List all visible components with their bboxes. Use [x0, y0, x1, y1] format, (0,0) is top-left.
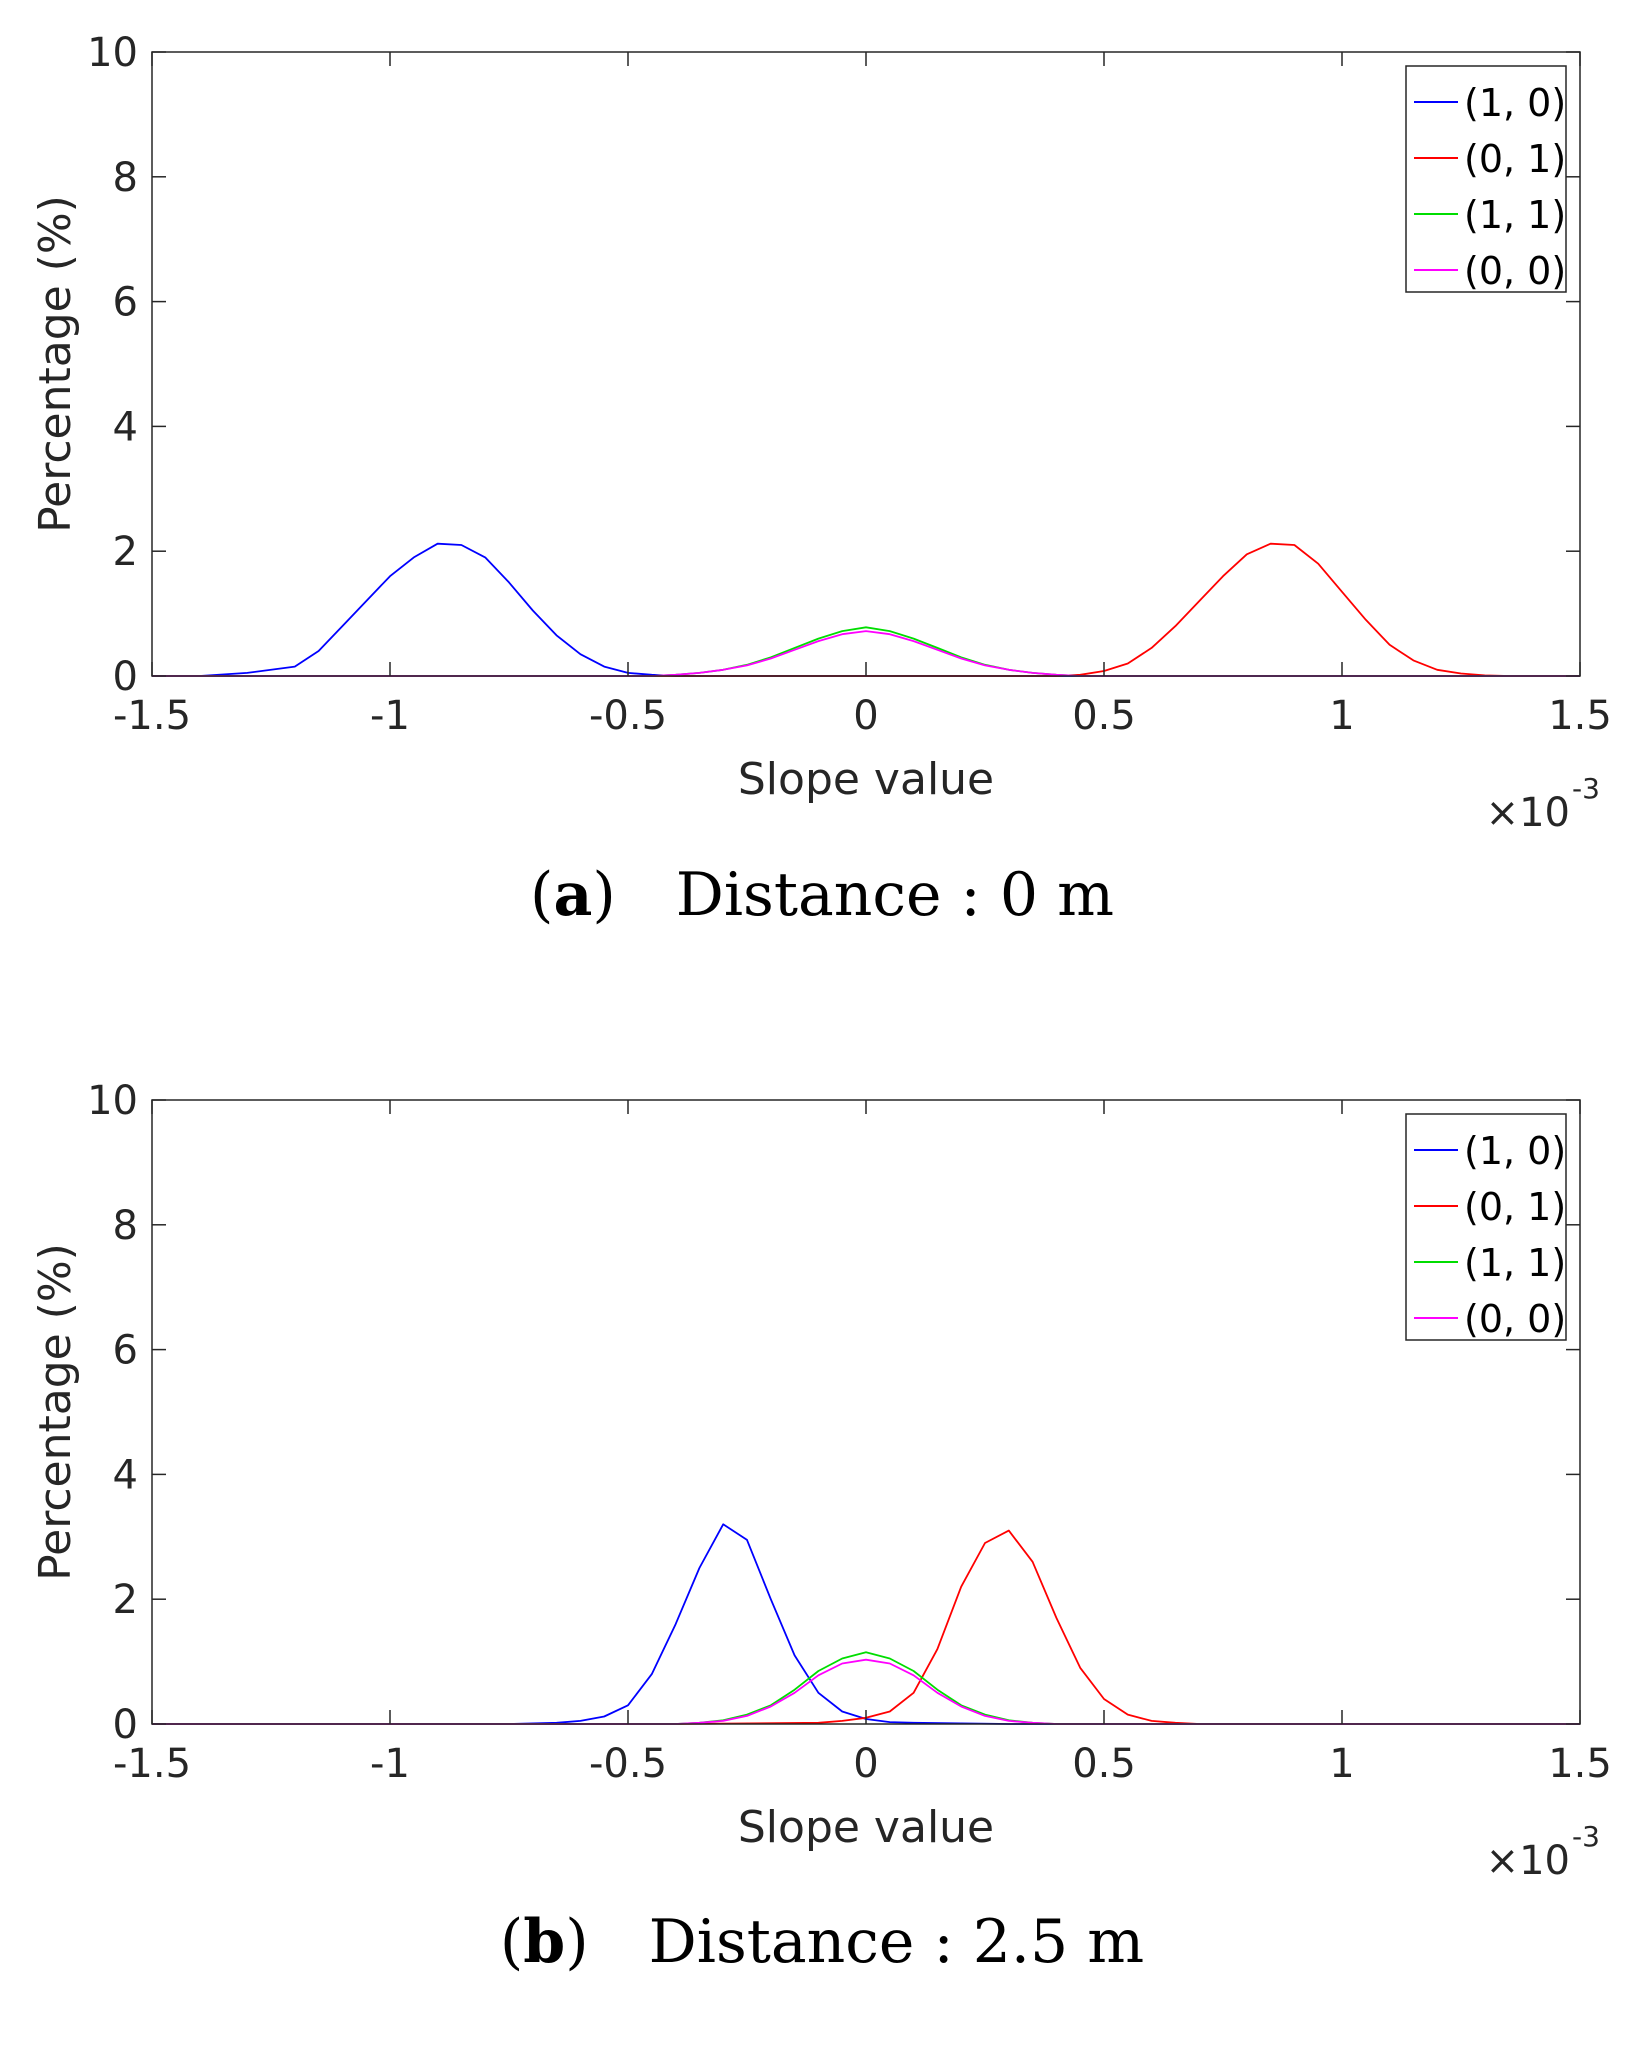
y-tick-label: 6: [113, 280, 138, 326]
x-multiplier-exponent: -3: [1572, 772, 1600, 805]
caption-label-b: (b): [499, 1907, 589, 1977]
y-tick-label: 8: [113, 155, 138, 201]
x-tick-label: -1: [370, 1741, 410, 1787]
x-tick-label: 1.5: [1548, 1741, 1612, 1787]
x-tick-label: -1: [370, 693, 410, 739]
axes-frame: [151, 1099, 1581, 1725]
caption-label-a: (a): [530, 860, 616, 930]
legend-label: (0, 1): [1464, 137, 1566, 181]
legend-label: (1, 0): [1464, 1129, 1566, 1173]
legend-label: (0, 0): [1464, 1297, 1566, 1341]
x-tick-label: -0.5: [589, 693, 667, 739]
caption-b: (b) Distance : 2.5 m: [0, 1907, 1644, 1977]
x-tick-label: 1.5: [1548, 693, 1612, 739]
x-axis-label: Slope value: [738, 1802, 994, 1853]
series-line-1: [152, 542, 1580, 677]
y-axis-label: Percentage (%): [30, 195, 81, 533]
x-tick-label: 1: [1329, 693, 1354, 739]
x-tick-label: -1.5: [113, 1741, 191, 1787]
series-line-1: [152, 1529, 1580, 1725]
x-multiplier: ×10: [1486, 790, 1570, 836]
x-tick-label: 0: [853, 693, 878, 739]
y-tick-label: 0: [113, 654, 138, 700]
y-tick-label: 4: [113, 404, 138, 450]
x-tick-label: 0.5: [1072, 693, 1136, 739]
y-tick-label: 0: [113, 1702, 138, 1748]
legend-box: [1405, 1113, 1567, 1341]
chart-panel-b: -1.5 -1 -0.5 0 0.5 1 1.5 0 2 4 6 8 10 Slope value Perc…: [30, 1078, 1612, 1884]
series-line-3: [152, 1658, 1580, 1725]
series-line-0: [152, 1523, 1580, 1725]
y-tick-label: 2: [113, 1577, 138, 1623]
y-tick-label: 10: [87, 30, 138, 76]
legend-label: (1, 1): [1464, 193, 1566, 237]
y-tick-label: 10: [87, 1078, 138, 1124]
x-multiplier: ×10: [1486, 1838, 1570, 1884]
x-axis-label: Slope value: [738, 754, 994, 805]
y-tick-label: 8: [113, 1203, 138, 1249]
y-tick-label: 6: [113, 1328, 138, 1374]
series-line-0: [152, 542, 1580, 677]
legend-label: (0, 0): [1464, 249, 1566, 293]
caption-a: (a) Distance : 0 m: [0, 860, 1644, 930]
legend-label: (1, 0): [1464, 81, 1566, 125]
x-tick-label: 0.5: [1072, 1741, 1136, 1787]
x-multiplier-exponent: -3: [1572, 1820, 1600, 1853]
y-tick-label: 4: [113, 1452, 138, 1498]
legend-label: (1, 1): [1464, 1241, 1566, 1285]
y-axis-label: Percentage (%): [30, 1243, 81, 1581]
x-tick-label: -1.5: [113, 693, 191, 739]
legend-label: (0, 1): [1464, 1185, 1566, 1229]
x-tick-label: -0.5: [589, 1741, 667, 1787]
caption-text-a: Distance : 0 m: [675, 860, 1114, 930]
y-tick-label: 2: [113, 529, 138, 575]
series-line-3: [152, 630, 1580, 677]
chart-panel-a: -1.5 -1 -0.5 0 0.5 1 1.5 0 2 4 6 8 10 Slope value Perc…: [30, 30, 1612, 836]
x-tick-label: 1: [1329, 1741, 1354, 1787]
axes-frame: [151, 51, 1581, 677]
caption-text-b: Distance : 2.5 m: [648, 1907, 1145, 1977]
x-tick-label: 0: [853, 1741, 878, 1787]
legend-box: [1405, 65, 1567, 293]
